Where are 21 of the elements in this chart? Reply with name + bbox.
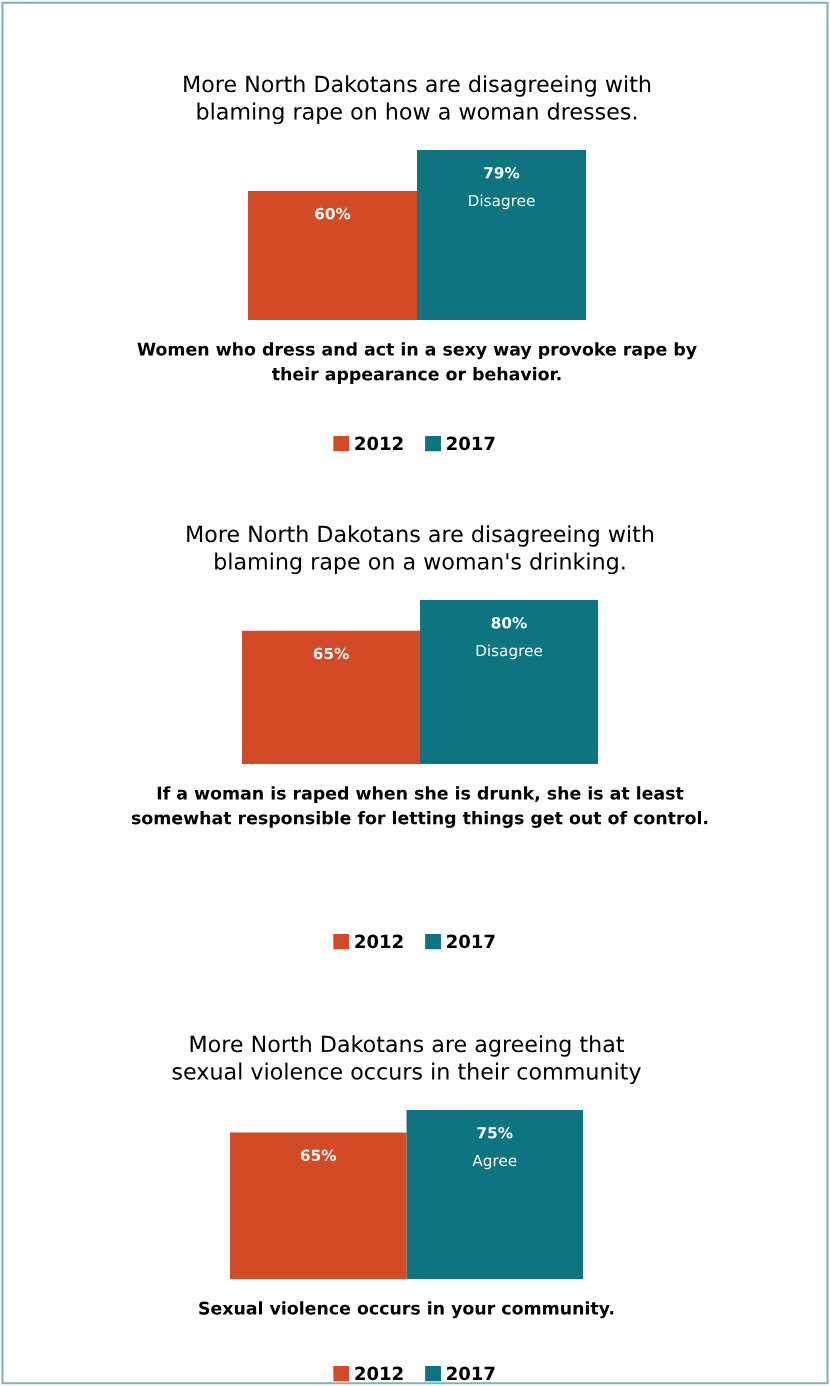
- legend-label: 2012: [355, 436, 403, 451]
- data-label: 80%: [491, 616, 527, 629]
- annotation: Agree: [472, 1154, 517, 1170]
- data-label: 65%: [313, 647, 349, 660]
- legend-label: 2017: [447, 436, 495, 451]
- legend-label: 2017: [447, 1366, 495, 1381]
- legend-label: 2017: [447, 934, 495, 949]
- chart-title: More North Dakotans are agreeing that sexual violence occurs in their community: [172, 1035, 641, 1085]
- chart-title: More North Dakotans are disagreeing with blaming rape on a woman's drinking.: [187, 525, 654, 575]
- legend-label: 2012: [355, 934, 403, 949]
- x-axis-title: If a woman is raped when she is drunk, she is at least somewhat responsible for letting things get out of control.: [131, 786, 708, 828]
- data-label: 60%: [315, 207, 351, 220]
- x-axis-title: Women who dress and act in a sexy way provoke rape by their appearance or behavior.: [137, 342, 697, 384]
- x-axis-title: Sexual violence occurs in your community.: [199, 1301, 614, 1319]
- data-label: 75%: [477, 1126, 513, 1139]
- annotation: Disagree: [469, 194, 535, 210]
- chart-title: More North Dakotans are disagreeing with blaming rape on how a woman dresses.: [184, 75, 651, 125]
- annotation: Disagree: [476, 644, 543, 660]
- data-label: 79%: [484, 166, 520, 179]
- legend-label: 2012: [355, 1366, 403, 1381]
- data-label: 65%: [300, 1149, 337, 1162]
